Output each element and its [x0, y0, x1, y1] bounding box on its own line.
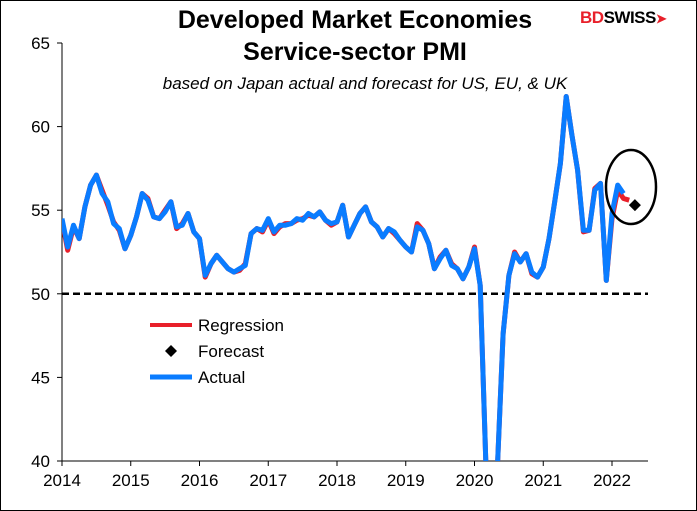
y-tick-label: 60 — [31, 118, 50, 137]
y-tick-label: 40 — [31, 452, 50, 471]
bdswiss-logo: BDSWISS➤ — [580, 8, 667, 28]
legend-forecast-swatch — [165, 345, 177, 357]
legend-actual-label: Actual — [198, 368, 245, 387]
y-tick-label: 65 — [31, 34, 50, 53]
regression-line — [62, 94, 630, 461]
x-tick-label: 2018 — [318, 471, 356, 490]
x-tick-label: 2019 — [387, 471, 425, 490]
logo-arrow-icon: ➤ — [655, 11, 667, 26]
x-tick-label: 2014 — [43, 471, 81, 490]
chart-title-line1: Developed Market Economies — [177, 6, 533, 34]
chart-subtitle: based on Japan actual and forecast for U… — [162, 74, 568, 93]
actual-line — [62, 94, 626, 461]
legend-forecast-label: Forecast — [198, 342, 264, 361]
x-tick-label: 2016 — [181, 471, 219, 490]
highlight-ellipse — [604, 148, 658, 226]
y-tick-label: 50 — [31, 285, 50, 304]
chart-title-line2: Service-sector PMI — [243, 38, 467, 66]
x-tick-label: 2015 — [112, 471, 150, 490]
x-tick-label: 2017 — [249, 471, 287, 490]
logo-swiss: SWISS — [603, 8, 657, 27]
y-tick-label: 45 — [31, 368, 50, 387]
x-tick-label: 2021 — [524, 471, 562, 490]
legend-regression-label: Regression — [198, 316, 284, 335]
logo-bd: BD — [580, 8, 604, 27]
forecast-point — [628, 199, 641, 212]
x-tick-label: 2022 — [593, 471, 631, 490]
x-tick-label: 2020 — [456, 471, 494, 490]
y-tick-label: 55 — [31, 201, 50, 220]
